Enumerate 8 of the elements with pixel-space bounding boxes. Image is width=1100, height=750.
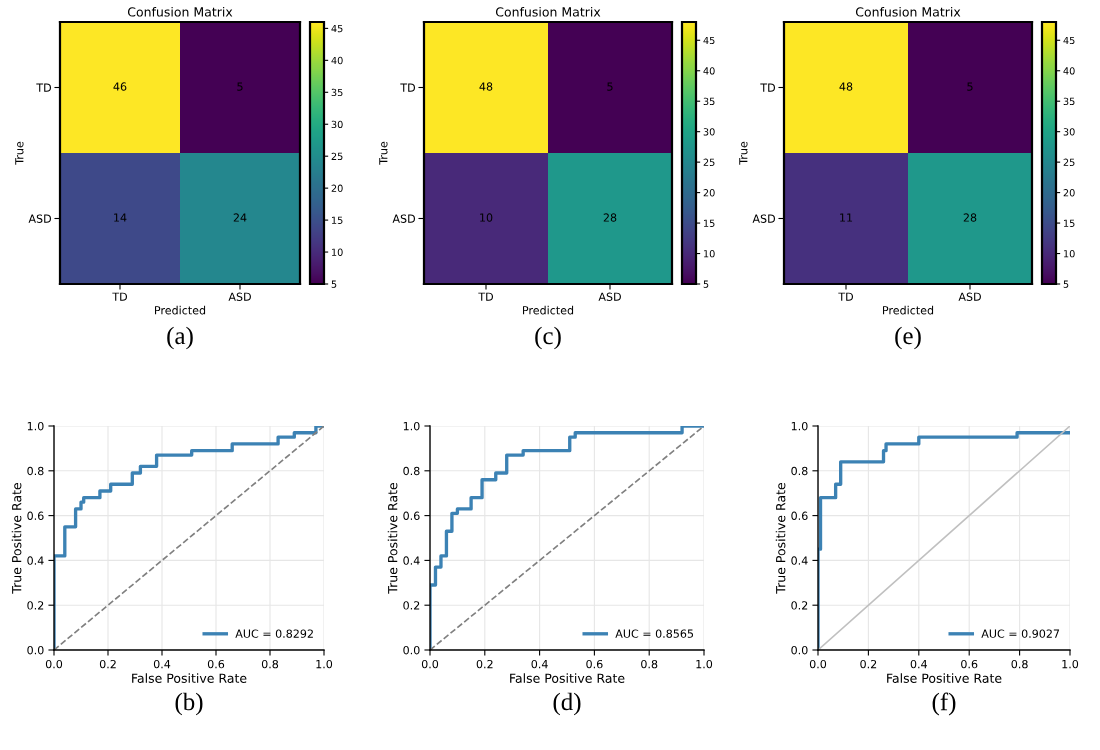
text: (b) <box>175 692 203 716</box>
text: (d) <box>553 692 581 716</box>
line-series <box>54 426 324 650</box>
line-series <box>430 426 704 650</box>
text: (e) <box>895 326 921 350</box>
text: (a) <box>167 326 193 350</box>
text: (c) <box>535 326 561 350</box>
text: (f) <box>932 692 956 716</box>
